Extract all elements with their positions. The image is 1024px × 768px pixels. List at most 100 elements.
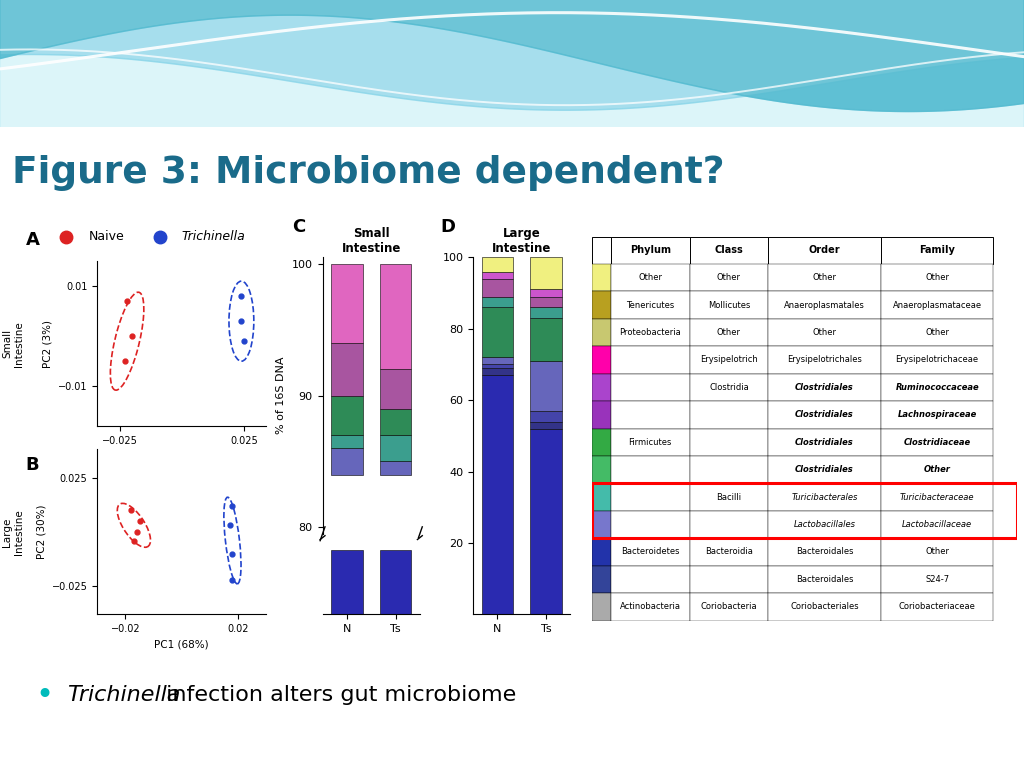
Text: Proteobacteria: Proteobacteria xyxy=(620,328,681,337)
Bar xyxy=(881,374,993,401)
Bar xyxy=(611,346,689,374)
Y-axis label: PC2 (30%): PC2 (30%) xyxy=(36,505,46,559)
Bar xyxy=(481,357,513,364)
Bar xyxy=(592,237,611,264)
Text: Firmicutes: Firmicutes xyxy=(629,438,672,447)
Bar xyxy=(611,264,689,291)
Text: Bacteroidetes: Bacteroidetes xyxy=(621,548,680,557)
Bar xyxy=(481,368,513,375)
Bar xyxy=(768,593,881,621)
Bar xyxy=(611,456,689,483)
Bar xyxy=(331,449,362,475)
Text: Class: Class xyxy=(715,245,743,255)
Bar xyxy=(611,429,689,456)
Text: Trichinella: Trichinella xyxy=(67,685,180,705)
Bar xyxy=(530,411,562,422)
Bar xyxy=(611,319,689,346)
Bar xyxy=(768,291,881,319)
Text: Coriobacteria: Coriobacteria xyxy=(700,602,757,611)
Text: Other: Other xyxy=(925,328,949,337)
Bar xyxy=(380,435,412,462)
Bar xyxy=(481,257,513,272)
Bar xyxy=(689,593,768,621)
Bar xyxy=(689,319,768,346)
Bar xyxy=(380,462,412,475)
Text: Coriobacteriaceae: Coriobacteriaceae xyxy=(899,602,976,611)
Bar xyxy=(689,401,768,429)
Bar xyxy=(380,264,412,369)
Bar xyxy=(768,456,881,483)
Bar xyxy=(331,550,362,614)
Bar xyxy=(481,279,513,296)
Title: Large
Intestine: Large Intestine xyxy=(493,227,551,255)
Text: Anaeroplasmataceae: Anaeroplasmataceae xyxy=(893,300,982,310)
Text: Ruminococcaceae: Ruminococcaceae xyxy=(895,383,979,392)
Bar xyxy=(530,361,562,411)
Bar xyxy=(530,307,562,318)
Bar xyxy=(530,422,562,429)
Bar xyxy=(768,237,881,264)
Bar xyxy=(592,511,611,538)
Text: Anaeroplasmatales: Anaeroplasmatales xyxy=(784,300,865,310)
Bar xyxy=(481,365,513,368)
Text: A: A xyxy=(26,230,40,249)
Bar xyxy=(331,343,362,396)
Text: Other: Other xyxy=(812,328,837,337)
Bar xyxy=(611,566,689,593)
Bar xyxy=(592,456,611,483)
Text: Turicibacteraceae: Turicibacteraceae xyxy=(900,492,975,502)
Text: Other: Other xyxy=(717,328,741,337)
Bar xyxy=(592,566,611,593)
Bar xyxy=(768,566,881,593)
Y-axis label: % of 16S DNA: % of 16S DNA xyxy=(276,357,287,434)
Bar xyxy=(611,483,689,511)
Text: Bacilli: Bacilli xyxy=(717,492,741,502)
Bar xyxy=(530,257,562,290)
Bar xyxy=(689,237,768,264)
Bar xyxy=(881,538,993,566)
Text: Bacteroidia: Bacteroidia xyxy=(705,548,753,557)
Bar xyxy=(530,318,562,361)
Text: Other: Other xyxy=(925,273,949,282)
Bar xyxy=(881,291,993,319)
Bar xyxy=(768,538,881,566)
Bar xyxy=(611,237,689,264)
Bar xyxy=(331,435,362,449)
Text: Erysipelotrich: Erysipelotrich xyxy=(700,356,758,365)
Text: Clostridiaceae: Clostridiaceae xyxy=(903,438,971,447)
Bar xyxy=(611,593,689,621)
Text: Coriobacteriales: Coriobacteriales xyxy=(791,602,859,611)
Bar xyxy=(592,483,611,511)
Bar xyxy=(592,264,611,291)
Text: Lachnospiraceae: Lachnospiraceae xyxy=(897,410,977,419)
Bar xyxy=(689,483,768,511)
Bar xyxy=(380,369,412,409)
Bar xyxy=(592,401,611,429)
Bar xyxy=(768,483,881,511)
Bar xyxy=(611,291,689,319)
Bar xyxy=(481,296,513,307)
Text: Actinobacteria: Actinobacteria xyxy=(620,602,681,611)
Text: Order: Order xyxy=(809,245,841,255)
Text: Other: Other xyxy=(638,273,663,282)
Bar xyxy=(331,264,362,343)
Text: infection alters gut microbiome: infection alters gut microbiome xyxy=(159,685,516,705)
Bar xyxy=(881,346,993,374)
Bar xyxy=(881,566,993,593)
Text: Lactobacillales: Lactobacillales xyxy=(794,520,855,529)
Text: Naive: Naive xyxy=(88,230,124,243)
Text: Clostridiales: Clostridiales xyxy=(796,438,854,447)
Bar xyxy=(611,538,689,566)
Bar xyxy=(611,511,689,538)
Bar xyxy=(592,319,611,346)
Bar xyxy=(530,296,562,307)
Bar xyxy=(881,319,993,346)
Text: Trichinella: Trichinella xyxy=(181,230,246,243)
Bar xyxy=(689,429,768,456)
Text: Clostridia: Clostridia xyxy=(709,383,749,392)
Bar xyxy=(592,429,611,456)
Text: D: D xyxy=(440,217,456,236)
Y-axis label: PC2 (3%): PC2 (3%) xyxy=(43,319,52,368)
Text: Mollicutes: Mollicutes xyxy=(708,300,751,310)
Bar xyxy=(768,319,881,346)
